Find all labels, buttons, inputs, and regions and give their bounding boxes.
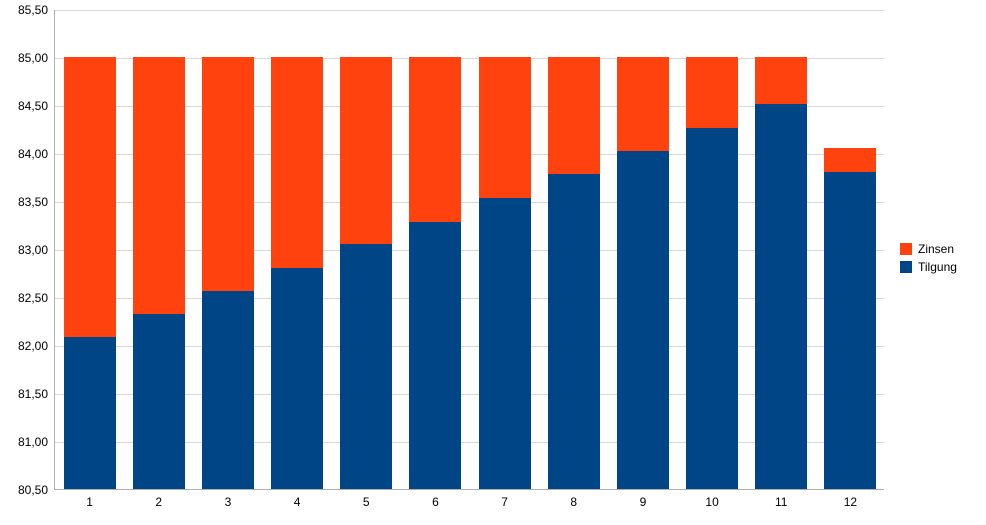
bar-segment-tilgung bbox=[824, 172, 876, 489]
bar-segment-tilgung bbox=[686, 128, 738, 489]
legend-item-tilgung: Tilgung bbox=[900, 260, 957, 274]
bar-segment-zinsen bbox=[340, 57, 392, 244]
bar-segment-zinsen bbox=[409, 57, 461, 222]
bar-segment-tilgung bbox=[409, 222, 461, 489]
x-tick-label: 8 bbox=[570, 495, 577, 509]
x-tick-label: 1 bbox=[86, 495, 93, 509]
legend-swatch-tilgung bbox=[900, 261, 912, 273]
y-tick-label: 84,50 bbox=[18, 99, 48, 113]
bar-segment-tilgung bbox=[64, 337, 116, 489]
y-tick-label: 85,00 bbox=[18, 51, 48, 65]
y-axis: 80,50 81,00 81,50 82,00 82,50 83,00 83,50 84,00… bbox=[0, 0, 54, 525]
y-tick-label: 83,50 bbox=[18, 195, 48, 209]
bar-segment-zinsen bbox=[548, 57, 600, 174]
bar-12: 12 bbox=[824, 10, 876, 489]
y-tick-label: 80,50 bbox=[18, 483, 48, 497]
x-tick-label: 7 bbox=[501, 495, 508, 509]
y-tick-label: 84,00 bbox=[18, 147, 48, 161]
legend-item-zinsen: Zinsen bbox=[900, 242, 957, 256]
y-tick-label: 83,00 bbox=[18, 243, 48, 257]
bar-segment-zinsen bbox=[202, 57, 254, 291]
bar-segment-tilgung bbox=[479, 198, 531, 489]
bar-7: 7 bbox=[479, 10, 531, 489]
legend-label-tilgung: Tilgung bbox=[918, 260, 957, 274]
y-tick-label: 81,00 bbox=[18, 435, 48, 449]
bar-9: 9 bbox=[617, 10, 669, 489]
bar-segment-tilgung bbox=[202, 291, 254, 489]
x-tick-label: 12 bbox=[844, 495, 857, 509]
x-tick-label: 10 bbox=[705, 495, 718, 509]
x-tick-label: 5 bbox=[363, 495, 370, 509]
bar-segment-zinsen bbox=[479, 57, 531, 198]
bar-segment-tilgung bbox=[755, 104, 807, 489]
y-tick-label: 81,50 bbox=[18, 387, 48, 401]
plot-area: 123456789101112 bbox=[54, 10, 884, 490]
bar-3: 3 bbox=[202, 10, 254, 489]
bar-5: 5 bbox=[340, 10, 392, 489]
bar-8: 8 bbox=[548, 10, 600, 489]
bar-6: 6 bbox=[409, 10, 461, 489]
bar-segment-zinsen bbox=[271, 57, 323, 268]
legend: Zinsen Tilgung bbox=[900, 242, 957, 278]
legend-swatch-zinsen bbox=[900, 243, 912, 255]
y-tick-label: 85,50 bbox=[18, 3, 48, 17]
bar-segment-zinsen bbox=[686, 57, 738, 128]
y-tick-label: 82,00 bbox=[18, 339, 48, 353]
x-tick-label: 11 bbox=[775, 495, 787, 509]
bar-11: 11 bbox=[755, 10, 807, 489]
bar-segment-tilgung bbox=[271, 268, 323, 489]
bar-segment-zinsen bbox=[64, 57, 116, 337]
bar-2: 2 bbox=[133, 10, 185, 489]
bar-10: 10 bbox=[686, 10, 738, 489]
x-tick-label: 2 bbox=[155, 495, 162, 509]
x-tick-label: 3 bbox=[225, 495, 232, 509]
bar-4: 4 bbox=[271, 10, 323, 489]
bar-segment-tilgung bbox=[548, 174, 600, 489]
y-tick-label: 82,50 bbox=[18, 291, 48, 305]
bar-segment-tilgung bbox=[617, 151, 669, 489]
bar-segment-zinsen bbox=[617, 57, 669, 151]
x-tick-label: 4 bbox=[294, 495, 301, 509]
bar-segment-zinsen bbox=[133, 57, 185, 314]
chart-container: 80,50 81,00 81,50 82,00 82,50 83,00 83,50 84,00… bbox=[0, 0, 986, 525]
x-tick-label: 6 bbox=[432, 495, 439, 509]
bar-segment-tilgung bbox=[133, 314, 185, 489]
bar-segment-tilgung bbox=[340, 244, 392, 489]
bar-1: 1 bbox=[64, 10, 116, 489]
bar-segment-zinsen bbox=[824, 148, 876, 172]
legend-label-zinsen: Zinsen bbox=[918, 242, 954, 256]
x-tick-label: 9 bbox=[640, 495, 647, 509]
bar-segment-zinsen bbox=[755, 57, 807, 104]
